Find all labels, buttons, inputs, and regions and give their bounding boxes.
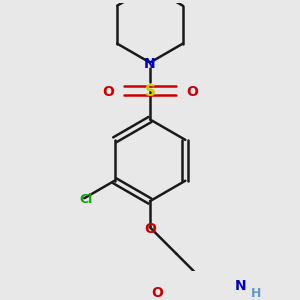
Text: H: H [251, 287, 262, 300]
Text: N: N [235, 279, 246, 293]
Text: O: O [152, 286, 163, 300]
Text: S: S [145, 84, 155, 99]
Text: O: O [144, 222, 156, 236]
Text: N: N [144, 57, 156, 71]
Text: Cl: Cl [79, 193, 92, 206]
Text: O: O [186, 85, 198, 99]
Text: O: O [102, 85, 114, 99]
